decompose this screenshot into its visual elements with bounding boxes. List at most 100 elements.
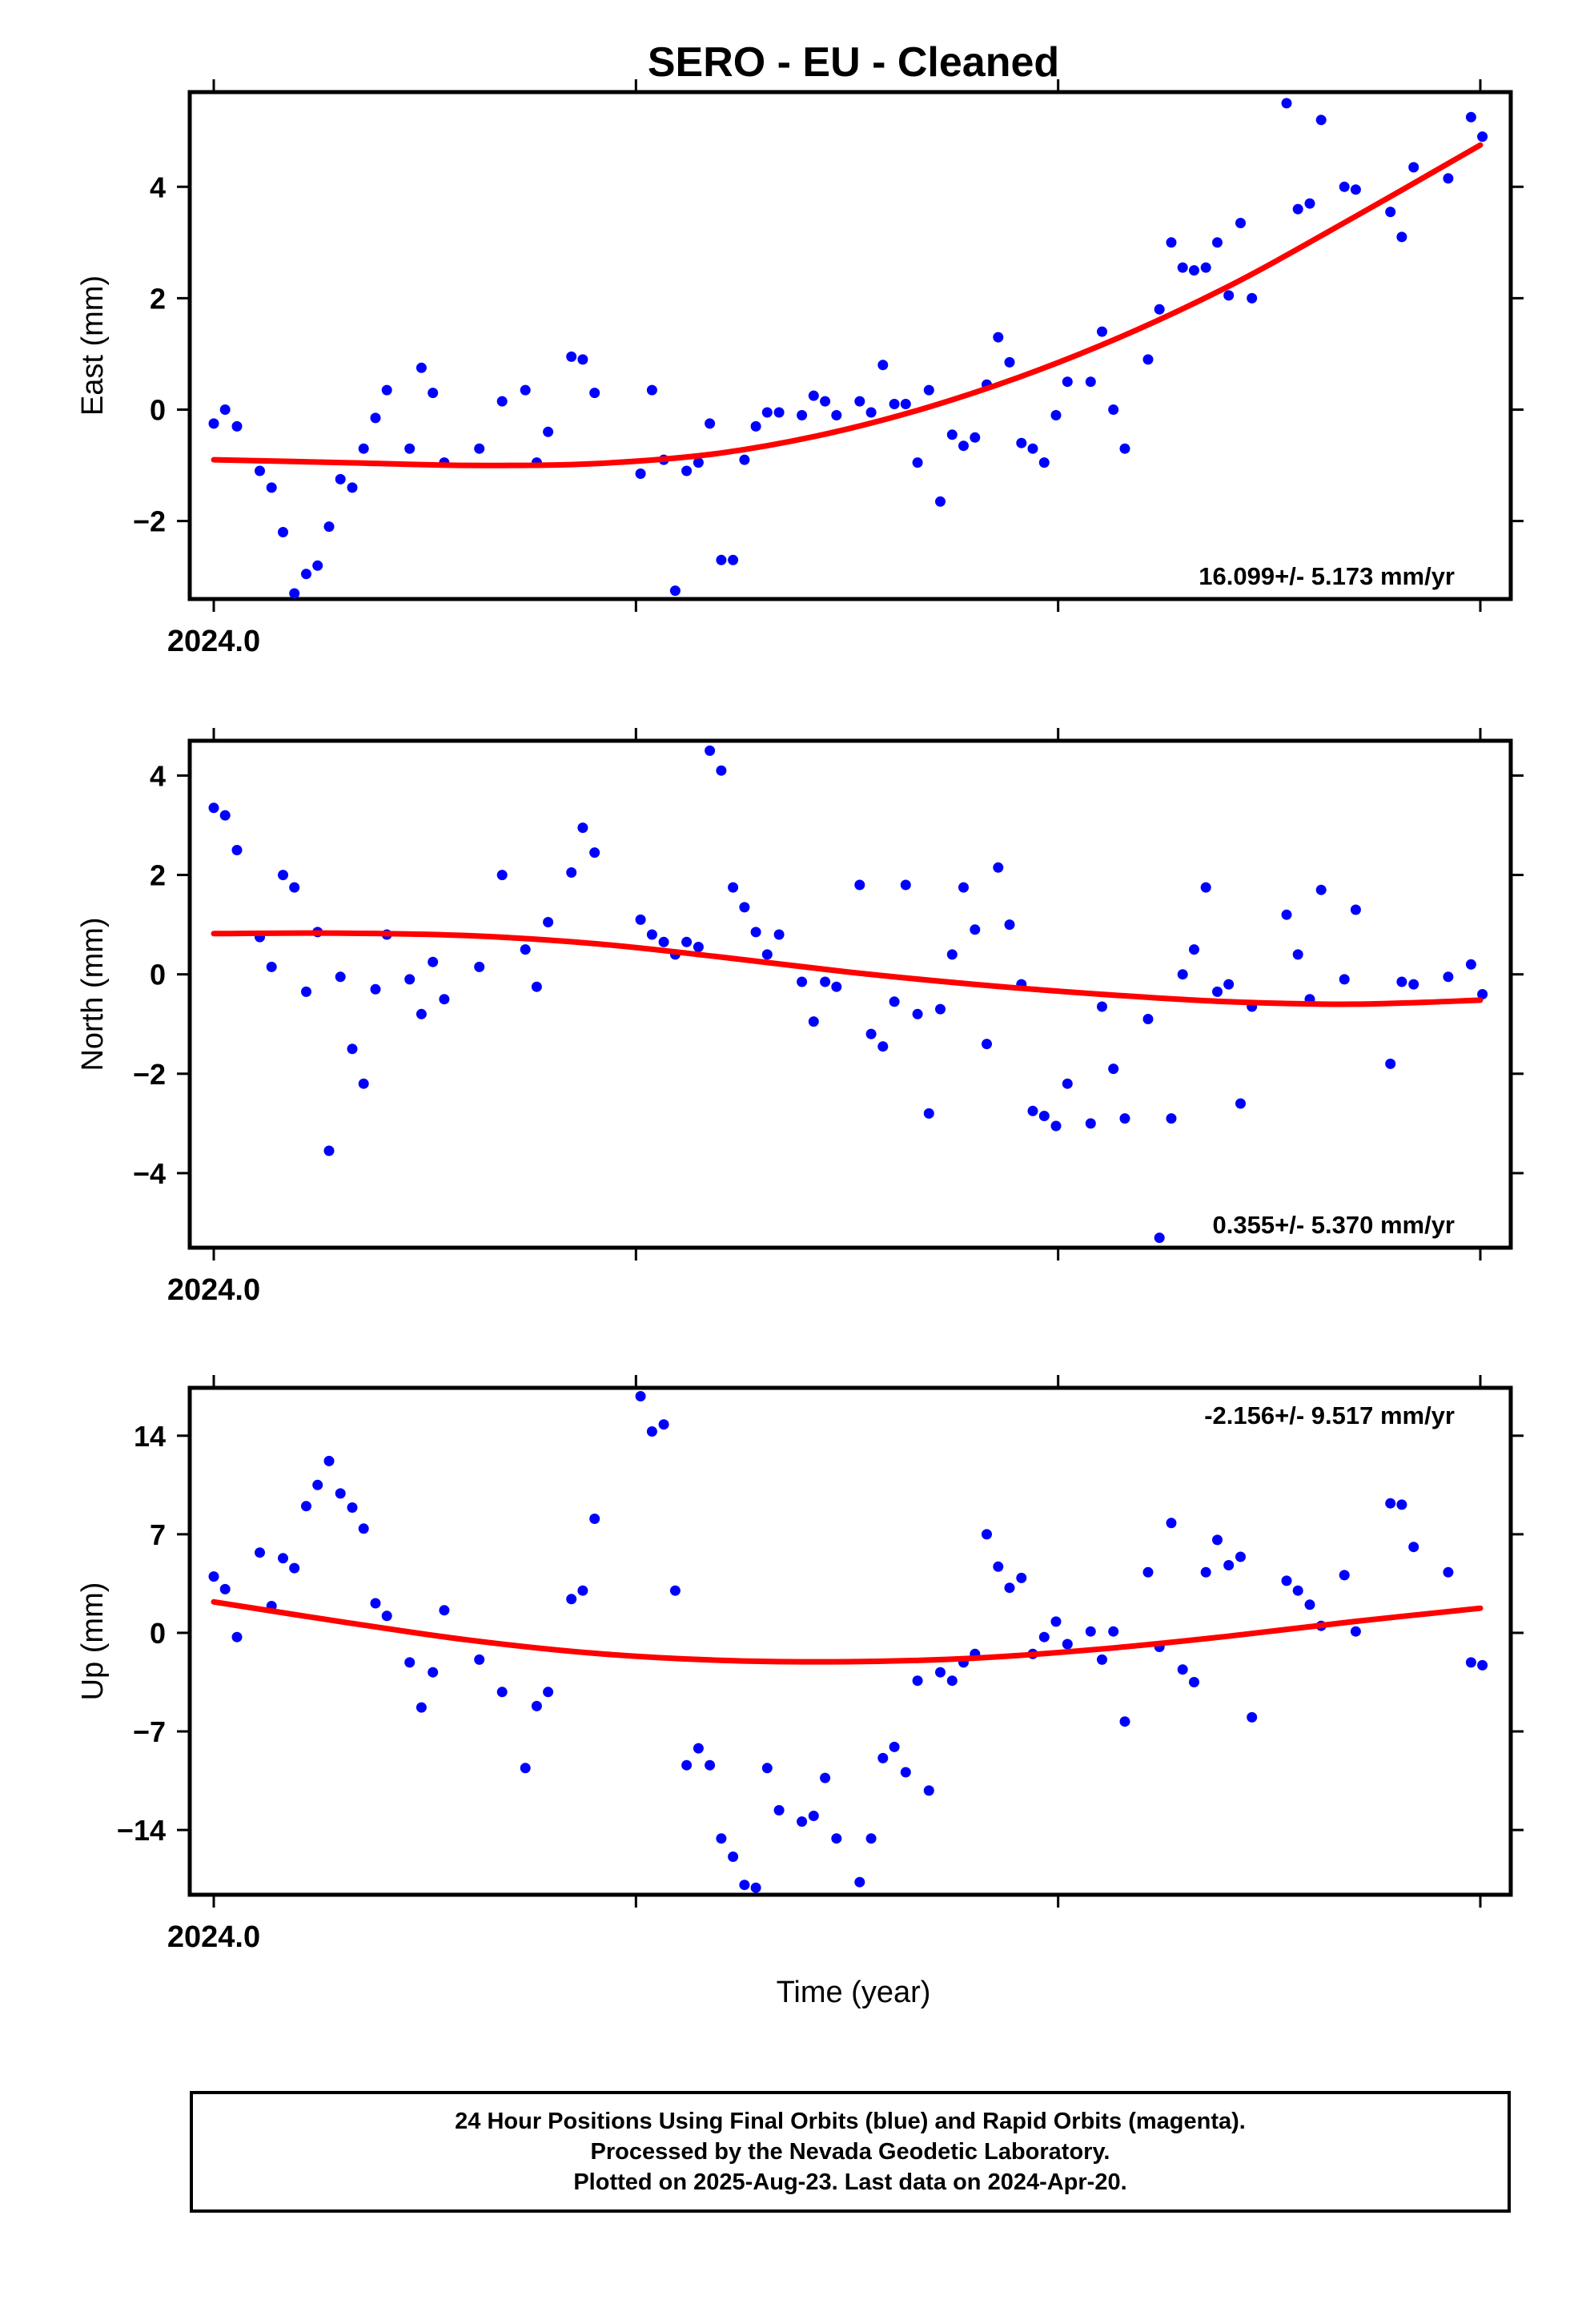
east-data-point <box>1062 376 1073 388</box>
up-data-point <box>1085 1626 1096 1637</box>
up-data-point <box>1281 1575 1292 1586</box>
north-data-point <box>439 994 450 1005</box>
up-data-point <box>912 1675 923 1687</box>
east-trend-line <box>211 142 1484 468</box>
up-data-point <box>301 1501 311 1512</box>
up-data-point <box>1408 1542 1419 1553</box>
east-data-point <box>231 420 243 432</box>
up-data-point <box>865 1833 877 1844</box>
north-data-point <box>1177 969 1188 980</box>
east-data-point <box>1292 203 1303 215</box>
north-data-point <box>1396 976 1407 987</box>
north-data-point <box>658 936 669 947</box>
east-data-point <box>1350 184 1361 195</box>
east-data-point <box>808 390 819 401</box>
footer-line-1: 24 Hour Positions Using Final Orbits (bl… <box>455 2109 1246 2134</box>
footer-line-2: Processed by the Nevada Geodetic Laborat… <box>590 2139 1110 2165</box>
up-data-point <box>1385 1498 1396 1509</box>
up-ytick-label: 14 <box>134 1420 166 1453</box>
east-data-point <box>1097 326 1107 337</box>
east-data-point <box>323 521 335 533</box>
east-data-point <box>797 410 808 420</box>
up-data-point <box>993 1561 1004 1572</box>
north-data-point <box>1166 1113 1177 1124</box>
north-data-point <box>1062 1078 1073 1089</box>
north-data-point <box>1085 1118 1096 1129</box>
north-data-point <box>761 949 773 960</box>
up-data-point <box>323 1455 335 1466</box>
up-ytick-label: −7 <box>133 1715 166 1748</box>
up-ytick-label: 0 <box>150 1617 166 1650</box>
east-data-point <box>646 384 657 396</box>
east-data-point <box>266 482 277 493</box>
east-data-point <box>1108 404 1119 415</box>
up-data-point <box>1235 1551 1246 1562</box>
up-data-point <box>1038 1631 1050 1642</box>
north-data-point <box>1200 882 1211 893</box>
north-data-point <box>266 961 277 972</box>
east-data-point <box>1235 218 1246 228</box>
up-data-point <box>231 1631 243 1642</box>
up-data-point <box>577 1585 588 1596</box>
up-data-point <box>889 1741 900 1752</box>
north-data-point <box>681 936 693 947</box>
east-data-point <box>728 554 739 565</box>
up-data-point <box>982 1529 992 1540</box>
east-data-point <box>1166 237 1177 248</box>
north-y-axis-label: North (mm) <box>76 917 110 1071</box>
north-data-point <box>347 1043 358 1055</box>
east-data-point <box>335 473 346 485</box>
north-plot-frame <box>187 738 1513 1250</box>
up-y-axis-label: Up (mm) <box>76 1582 110 1701</box>
up-data-point <box>681 1759 693 1771</box>
up-data-point <box>381 1610 392 1622</box>
up-data-point <box>1062 1638 1073 1650</box>
panels: −2 0 2 4 2024.0 East (mm) 16.099+/- 5.173 mm/y… <box>76 79 1524 1954</box>
up-data-point <box>716 1833 727 1844</box>
up-data-point <box>335 1488 346 1499</box>
east-data-point <box>428 388 439 399</box>
north-data-point <box>877 1041 889 1052</box>
north-data-point <box>474 961 485 972</box>
up-data-point <box>289 1562 300 1574</box>
north-data-point <box>520 944 531 955</box>
east-data-point <box>773 407 785 418</box>
north-data-point <box>278 870 288 881</box>
up-data-point <box>935 1667 946 1678</box>
north-data-point <box>1223 979 1235 990</box>
east-data-point <box>404 443 416 454</box>
up-data-point <box>1108 1626 1119 1637</box>
up-data-point <box>312 1479 323 1490</box>
east-ytick-label: 4 <box>150 171 166 203</box>
up-data-point <box>693 1743 704 1754</box>
up-data-point <box>877 1752 889 1763</box>
east-data-point <box>1177 262 1188 273</box>
north-data-point <box>982 1039 992 1050</box>
east-data-point <box>1154 304 1165 315</box>
north-data-point <box>889 996 900 1007</box>
east-data-point <box>831 410 842 420</box>
north-data-point <box>635 914 646 925</box>
east-data-point <box>312 560 323 571</box>
north-data-point <box>912 1008 923 1019</box>
north-data-point <box>1385 1058 1396 1069</box>
east-data-point <box>681 465 693 476</box>
up-trend-line <box>211 1598 1484 1665</box>
east-data-point <box>635 468 646 479</box>
north-data-point <box>1142 1014 1154 1024</box>
north-ytick-label: 0 <box>150 959 166 991</box>
east-data-point <box>761 407 773 418</box>
north-data-point <box>923 1108 934 1119</box>
north-data-point <box>531 981 542 992</box>
north-data-point <box>935 1003 946 1015</box>
up-data-point <box>1004 1582 1015 1594</box>
north-data-point <box>566 867 577 878</box>
up-panel: −14 −7 0 7 14 2024.0 Up (mm) -2.156+/- 9.517 mm… <box>76 1375 1524 1954</box>
north-data-point <box>1339 974 1350 985</box>
up-data-point <box>1465 1657 1476 1668</box>
north-ytick-label: −2 <box>133 1058 166 1091</box>
north-data-point <box>543 917 554 927</box>
north-ytick-label: 2 <box>150 859 166 892</box>
east-data-point <box>912 457 923 468</box>
north-data-point <box>589 847 600 858</box>
